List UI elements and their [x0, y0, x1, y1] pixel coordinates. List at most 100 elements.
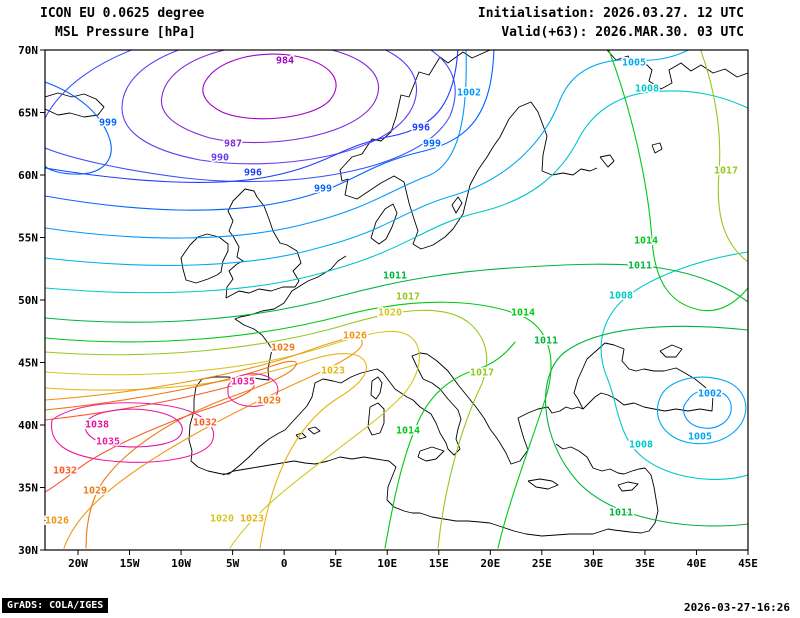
contour-1029 — [45, 360, 297, 549]
contour-label: 1008 — [629, 440, 653, 451]
contour-label: 1023 — [321, 366, 345, 377]
contour-1020 — [45, 330, 420, 549]
lat-label: 65N — [18, 107, 38, 120]
contour-label: 1011 — [383, 271, 407, 282]
coastline-scandinavia — [339, 50, 598, 250]
contour-label: 1014 — [511, 308, 535, 319]
contour-label: 1020 — [378, 308, 402, 319]
lat-label: 50N — [18, 294, 38, 307]
contour-label: 1011 — [628, 261, 652, 272]
coastline-ireland — [180, 233, 229, 284]
lat-label: 45N — [18, 357, 38, 370]
contour-1005 — [45, 50, 690, 266]
lat-label: 40N — [18, 419, 38, 432]
lon-label: 30E — [583, 557, 603, 570]
contour-label: 990 — [211, 153, 229, 164]
contour-1002 — [683, 389, 732, 429]
contour-1038 — [84, 408, 183, 448]
lon-label: 10W — [171, 557, 191, 570]
contour-label: 1008 — [609, 291, 633, 302]
lat-label: 70N — [18, 44, 38, 57]
contour-label: 1035 — [96, 437, 120, 448]
contour-1011 — [545, 325, 748, 527]
contour-1017 — [700, 50, 748, 263]
contour-1008 — [600, 251, 748, 480]
contour-1005 — [656, 376, 747, 445]
contour-1026 — [45, 337, 363, 549]
coastline-denmark — [370, 203, 398, 245]
lon-label: 15W — [120, 557, 140, 570]
contour-996 — [45, 50, 459, 183]
creation-timestamp: 2026-03-27-16:26 — [684, 601, 790, 614]
lat-label: 35N — [18, 482, 38, 495]
coastline-britain — [225, 188, 302, 299]
lon-label: 20E — [480, 557, 500, 570]
coastline-white-sea — [606, 50, 748, 90]
contour-label: 999 — [99, 118, 117, 129]
contour-label: 1011 — [534, 336, 558, 347]
contour-label: 1023 — [240, 514, 264, 525]
lat-label: 30N — [18, 544, 38, 557]
contour-1014 — [384, 341, 516, 549]
contour-label: 1029 — [271, 343, 295, 354]
contour-993 — [45, 50, 456, 183]
lat-label: 60N — [18, 169, 38, 182]
axis-layer: 70N 65N 60N 55N 50N 45N 40N 35N 30N 20W 15W 10W 5W 0 5… — [18, 44, 758, 570]
contour-1032 — [45, 381, 255, 493]
lon-label: 35E — [635, 557, 655, 570]
contour-label-layer: 984 987 990 996 996 999 999 999 1002 1002 1005 1005… — [43, 54, 739, 528]
contour-label: 1029 — [83, 486, 107, 497]
contour-label: 1017 — [714, 166, 738, 177]
header-model: ICON EU 0.0625 degree — [40, 6, 205, 21]
coastline-islands — [295, 142, 683, 492]
contour-1035 — [227, 373, 279, 407]
contour-label: 1032 — [193, 418, 217, 429]
lon-label: 5W — [226, 557, 240, 570]
lon-label: 40E — [687, 557, 707, 570]
contour-label: 1032 — [53, 466, 77, 477]
lon-label: 10E — [377, 557, 397, 570]
lat-label: 55N — [18, 232, 38, 245]
contour-label: 996 — [412, 123, 430, 134]
contour-987 — [160, 50, 380, 143]
lon-label: 0 — [281, 557, 288, 570]
contour-label: 984 — [276, 56, 294, 67]
contour-label: 1014 — [634, 236, 658, 247]
header-init-time: Initialisation: 2026.03.27. 12 UTC — [477, 6, 744, 21]
contour-label: 1029 — [257, 396, 281, 407]
contour-984 — [202, 53, 337, 120]
lon-label: 45E — [738, 557, 758, 570]
lon-label: 5E — [329, 557, 342, 570]
contour-label: 1011 — [609, 508, 633, 519]
lon-label: 20W — [68, 557, 88, 570]
contour-1008 — [45, 90, 748, 294]
contour-990 — [121, 50, 418, 165]
contour-label: 1035 — [231, 377, 255, 388]
contour-999 — [45, 50, 495, 211]
lon-label: 15E — [429, 557, 449, 570]
contour-label: 1026 — [343, 331, 367, 342]
contour-1017 — [45, 309, 488, 549]
contour-layer — [45, 50, 748, 549]
contour-label: 1005 — [622, 58, 646, 69]
header-valid-time: Valid(+63): 2026.MAR.30. 03 UTC — [501, 25, 744, 40]
contour-1035 — [50, 402, 215, 463]
contour-999 — [45, 81, 112, 175]
contour-label: 999 — [314, 184, 332, 195]
contour-1011 — [45, 263, 748, 323]
coastline-north-africa — [222, 456, 642, 537]
contour-label: 1017 — [396, 292, 420, 303]
coastline-iceland — [45, 92, 105, 118]
contour-label: 1014 — [396, 426, 420, 437]
contour-label: 996 — [244, 168, 262, 179]
contour-label: 1026 — [45, 516, 69, 527]
contour-label: 1017 — [470, 368, 494, 379]
contour-label: 999 — [423, 139, 441, 150]
contour-1023 — [45, 353, 368, 549]
contour-label: 1005 — [688, 432, 712, 443]
contour-label: 1038 — [85, 420, 109, 431]
contour-label: 1008 — [635, 84, 659, 95]
contour-1014 — [45, 301, 552, 549]
coastline-levant — [555, 443, 659, 534]
